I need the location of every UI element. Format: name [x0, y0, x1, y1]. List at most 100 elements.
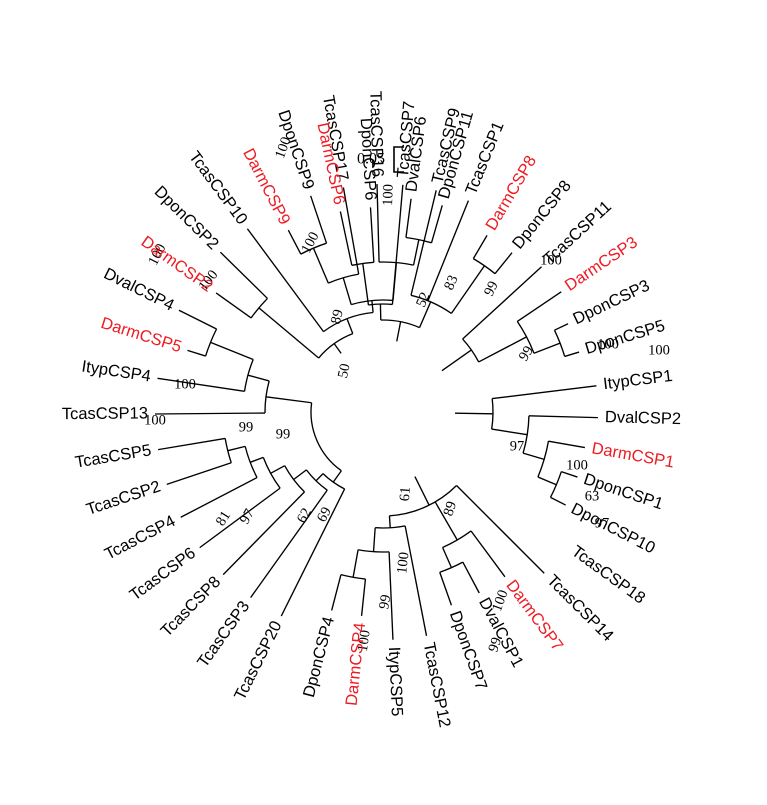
- scale-bar-label: 0.05: [357, 151, 385, 168]
- branch-csp17: [342, 277, 352, 305]
- branch-t4: [249, 456, 264, 463]
- boot-61: 61: [397, 486, 414, 502]
- tip-label-tcascsp20: TcasCSP20: [231, 618, 286, 703]
- branch-upper-89: [346, 318, 354, 334]
- arc-dval4-darm5: [204, 328, 218, 357]
- boot-99-bottom: 99: [376, 593, 394, 610]
- boot-csp16-clade: 100: [298, 229, 322, 256]
- branch-upper-a: [371, 300, 374, 313]
- scale-bar-bracket: [393, 146, 404, 173]
- tip-branch: [472, 235, 488, 259]
- tip-branch: [280, 488, 346, 617]
- tip-branch: [391, 184, 404, 305]
- tip-branch: [554, 323, 569, 331]
- tip-branch: [310, 195, 328, 244]
- boot-100-bottom: 100: [394, 551, 412, 574]
- boot-83: 83: [441, 273, 462, 293]
- tip-branch: [222, 491, 305, 576]
- tip-branch: [516, 291, 562, 322]
- branch-t3: [315, 473, 324, 482]
- tip-branch: [404, 525, 428, 636]
- tip-label-dvalcsp2: DvalCSP2: [605, 408, 682, 428]
- tip-branch: [439, 572, 453, 606]
- tip-label-itypcsp5: ItypCSP5: [385, 646, 406, 716]
- tip-branch: [166, 462, 232, 485]
- tip-branch: [339, 211, 353, 266]
- tip-label-darmcsp1: DarmCSP1: [590, 439, 675, 471]
- arc-dpon8-darm8: [472, 258, 496, 275]
- tip-branch: [180, 476, 258, 518]
- tip-branch: [287, 229, 302, 255]
- boot-100-dponcsp5: 100: [648, 342, 670, 358]
- arc-darm6-dpon6: [351, 261, 374, 266]
- branch-dpon4-darm4: [352, 549, 359, 578]
- branch-tcas13: [265, 396, 312, 404]
- boot-97-left: 97: [237, 506, 258, 527]
- boot-89-right: 89: [441, 499, 461, 518]
- tip-label-itypcsp4: ItypCSP4: [80, 357, 152, 385]
- tip-label-dvalcsp4: DvalCSP4: [101, 265, 177, 315]
- tip-label-darmcsp5: DarmCSP5: [99, 314, 184, 356]
- tip-label-dponcsp7: DponCSP7: [446, 609, 491, 693]
- tip-branch: [427, 200, 470, 301]
- boot-99-darmcsp3-clade: 99: [516, 343, 537, 364]
- tip-branch: [157, 377, 245, 392]
- branch-t5-t2: [227, 445, 246, 452]
- tip-branch: [564, 351, 580, 358]
- branch-darm3: [478, 336, 527, 363]
- branch-darm2: [258, 307, 320, 359]
- tip-label-dponcsp6: DponCSP6: [357, 117, 380, 201]
- boot-100-darmcsp6: 100: [380, 184, 397, 206]
- arc-t20: [322, 473, 345, 490]
- boot-97-right: 97: [510, 438, 525, 454]
- tip-branch: [360, 579, 367, 616]
- branch-dval4-darm5: [210, 341, 254, 361]
- branch-ityp1: [454, 412, 493, 415]
- boot-100-darmcsp1: 100: [566, 457, 588, 473]
- tip-branch: [462, 561, 480, 594]
- arc-darm3: [516, 321, 535, 354]
- boot-99-tcascsp1: 99: [481, 279, 502, 299]
- arc-dpon3-dpon5: [553, 329, 566, 357]
- boot-99-right-lower: 99: [486, 635, 506, 654]
- boot-62: 62: [294, 506, 315, 526]
- branch-dpon3-dpon5: [533, 342, 561, 354]
- branch-bottom-89: [414, 476, 430, 506]
- boot-csp4-clade-99: 99: [239, 419, 254, 435]
- branch-dpon8-darm8: [450, 265, 486, 314]
- tree-branches: [155, 184, 598, 640]
- tip-label-tcascsp5: TcasCSP5: [74, 441, 153, 471]
- tip-branch: [215, 292, 252, 319]
- boot-upper-left-89: 89: [328, 308, 347, 326]
- tip-branch: [331, 574, 342, 611]
- arc-bottom-89: [389, 485, 458, 517]
- branch-upper-right-52: [396, 321, 402, 342]
- arc-upper-a: [350, 299, 394, 306]
- branch-t20: [332, 470, 342, 483]
- tip-label-tcascsp3: TcasCSP3: [194, 598, 253, 671]
- tip-branch: [155, 412, 266, 415]
- tip-branch: [246, 228, 325, 333]
- tip-branch: [456, 485, 545, 574]
- tip-branch: [219, 251, 268, 299]
- branch-t6: [270, 465, 286, 474]
- arc-upper-50: [318, 332, 354, 359]
- branch-dpon11-dval6: [412, 239, 420, 266]
- tip-label-tcascsp13: TcasCSP13: [62, 404, 148, 423]
- tip-branch: [548, 440, 586, 449]
- scale-bar: 0.05: [357, 146, 404, 173]
- branch-dpon7-dval1: [441, 547, 453, 568]
- boot-100-darmcsp8: 100: [540, 252, 562, 268]
- tip-branch: [376, 184, 380, 263]
- tip-branch: [342, 187, 360, 275]
- boot-100-right-lower: 100: [489, 588, 511, 614]
- tip-branch: [528, 415, 598, 419]
- arc-tcas9: [410, 294, 452, 314]
- arc-dpon7-dval1: [439, 561, 464, 573]
- branch-darm7: [434, 501, 458, 541]
- branch-tcas12: [388, 515, 391, 528]
- branch-darm1: [522, 452, 545, 461]
- boot-dponcsp11-dvalcsp6: 100: [272, 135, 294, 161]
- branch-ityp5: [372, 527, 376, 552]
- branch-upper-50: [333, 343, 342, 354]
